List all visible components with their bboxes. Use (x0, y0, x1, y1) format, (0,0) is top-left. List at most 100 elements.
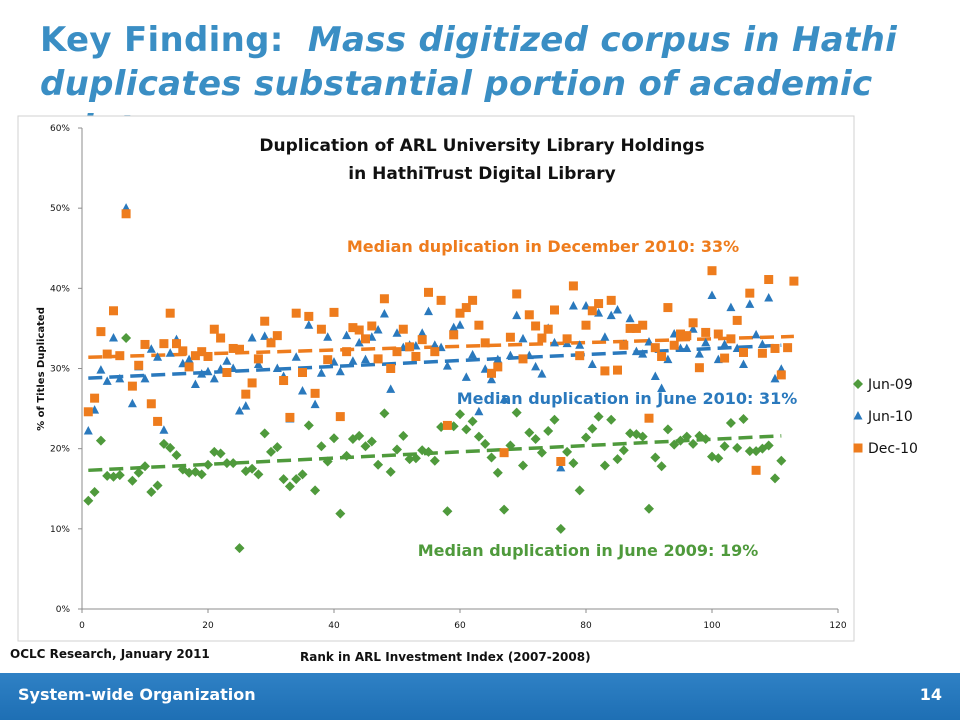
point-jun10 (102, 376, 112, 385)
point-jun10 (140, 373, 150, 383)
point-jun09 (473, 431, 484, 442)
point-dec10 (430, 347, 440, 357)
point-jun10 (291, 352, 301, 361)
point-jun10 (323, 332, 333, 341)
point-jun10 (379, 308, 389, 318)
point-jun10 (657, 383, 667, 393)
point-jun09 (574, 485, 585, 496)
point-jun10 (146, 344, 156, 353)
footer-bar: System-wide Organization 14 (0, 673, 960, 720)
point-jun09 (644, 503, 654, 514)
point-jun10 (751, 329, 761, 339)
point-jun09 (158, 438, 169, 449)
point-dec10 (386, 364, 396, 373)
point-jun10 (745, 299, 755, 308)
point-dec10 (531, 321, 541, 331)
point-dec10 (688, 318, 698, 328)
point-dec10 (323, 355, 333, 365)
point-dec10 (682, 331, 692, 341)
point-jun09 (102, 470, 113, 481)
point-dec10 (789, 276, 799, 286)
point-jun10 (631, 346, 641, 356)
legend-label-jun09: Jun-09 (867, 377, 913, 393)
point-jun09 (360, 441, 371, 452)
point-jun10 (424, 306, 433, 316)
point-jun09 (612, 454, 623, 465)
point-dec10 (556, 456, 566, 466)
point-jun10 (694, 349, 704, 358)
point-dec10 (392, 347, 402, 357)
point-jun09 (253, 469, 264, 480)
point-jun09 (341, 450, 352, 461)
point-dec10 (222, 368, 232, 378)
point-dec10 (436, 295, 446, 305)
point-dec10 (594, 299, 604, 309)
point-jun09 (203, 459, 213, 470)
point-dec10 (550, 305, 559, 315)
point-jun09 (549, 414, 560, 425)
point-dec10 (153, 416, 163, 426)
point-jun10 (241, 401, 251, 410)
point-jun10 (190, 379, 200, 389)
point-dec10 (90, 393, 100, 403)
x-tick-label: 60 (454, 621, 466, 631)
point-jun09 (442, 506, 453, 517)
point-dec10 (613, 365, 622, 375)
point-jun10 (505, 350, 515, 360)
point-jun10 (739, 359, 748, 368)
point-jun09 (329, 433, 339, 444)
y-tick-label: 40% (50, 284, 70, 294)
point-jun09 (518, 460, 528, 471)
point-dec10 (203, 351, 213, 361)
point-jun09 (335, 508, 346, 519)
point-dec10 (197, 347, 207, 357)
slide-title-main: Key Finding: (40, 20, 284, 60)
chart-frame (17, 115, 855, 642)
point-jun10 (127, 398, 137, 408)
point-dec10 (335, 412, 345, 422)
point-jun09 (700, 434, 711, 445)
point-dec10 (575, 351, 585, 361)
point-jun09 (625, 428, 636, 439)
point-jun09 (266, 446, 276, 457)
point-jun09 (555, 523, 566, 534)
y-tick-label: 0% (56, 605, 71, 615)
point-jun09 (95, 435, 106, 446)
point-dec10 (449, 330, 459, 340)
point-dec10 (298, 368, 307, 378)
point-dec10 (348, 323, 358, 333)
point-dec10 (487, 368, 496, 378)
point-dec10 (739, 347, 748, 357)
point-jun09 (278, 474, 289, 485)
point-jun10 (165, 348, 175, 357)
point-jun10 (512, 310, 522, 320)
data-points (83, 203, 799, 554)
point-jun10 (449, 322, 459, 332)
slide-title: Key Finding: Mass digitized corpus in Ha… (40, 18, 940, 150)
point-dec10 (638, 320, 648, 330)
annotation-jun09: Median duplication in June 2009: 19% (418, 541, 759, 560)
point-dec10 (178, 346, 188, 356)
point-jun10 (109, 333, 118, 342)
point-dec10 (581, 320, 591, 330)
point-dec10 (134, 360, 144, 370)
point-jun10 (682, 343, 692, 352)
point-jun10 (568, 300, 578, 310)
point-jun10 (247, 333, 257, 342)
legend: Jun-09 Jun-10 Dec-10 (853, 377, 918, 457)
point-jun09 (322, 456, 333, 467)
point-dec10 (260, 316, 270, 326)
point-dec10 (405, 342, 415, 352)
point-jun09 (650, 452, 661, 463)
point-dec10 (102, 349, 112, 359)
point-jun10 (316, 368, 326, 377)
point-jun10 (260, 331, 270, 340)
point-jun10 (159, 425, 169, 434)
point-dec10 (190, 351, 200, 361)
point-dec10 (279, 376, 289, 386)
chart-axes (78, 127, 839, 613)
point-dec10 (505, 332, 515, 342)
point-dec10 (701, 327, 711, 337)
point-jun09 (171, 450, 182, 461)
point-jun09 (562, 446, 573, 457)
